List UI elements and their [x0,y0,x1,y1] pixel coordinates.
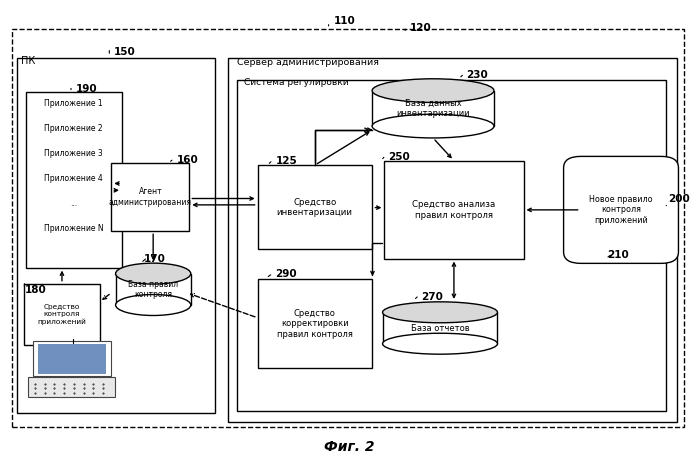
Text: Агент
администрирования: Агент администрирования [109,187,192,207]
Bar [26,93,122,267]
FancyBboxPatch shape [28,377,115,397]
Text: Средство
корректировки
правил контроля: Средство корректировки правил контроля [277,309,352,338]
Text: Новое правило
контроля
приложений: Новое правило контроля приложений [589,195,653,225]
Text: 200: 200 [668,194,689,204]
Bar [237,80,665,411]
Text: ПК: ПК [21,56,35,66]
Text: 210: 210 [607,250,629,260]
Text: ...: ... [70,200,78,208]
FancyBboxPatch shape [382,312,498,344]
Text: 125: 125 [275,156,298,166]
Text: Сервер администрирования: Сервер администрирования [237,59,379,67]
Text: Приложение 3: Приложение 3 [45,149,103,158]
FancyBboxPatch shape [38,344,106,374]
Text: Средство
контроля
приложений: Средство контроля приложений [38,304,87,325]
FancyBboxPatch shape [115,273,191,305]
Text: 180: 180 [24,285,46,295]
Text: Приложение N: Приложение N [44,224,103,234]
Bar [24,284,99,345]
Bar [228,58,677,422]
Text: Средство
инвентаризации: Средство инвентаризации [277,198,353,217]
Text: 270: 270 [421,292,443,302]
Text: 190: 190 [76,84,97,94]
Bar [12,29,684,427]
Text: 250: 250 [388,152,410,162]
Text: Система регулировки: Система регулировки [244,78,348,87]
Bar [17,58,215,414]
Bar [258,165,373,250]
Bar [384,161,524,259]
Text: Средство анализа
правил контроля: Средство анализа правил контроля [412,200,496,219]
Text: База данных
инвентаризации: База данных инвентаризации [396,98,470,118]
Text: Фиг. 2: Фиг. 2 [324,440,375,453]
Text: Приложение 2: Приложение 2 [45,125,103,133]
Ellipse shape [115,294,191,316]
Text: 290: 290 [275,269,296,279]
Text: 110: 110 [334,16,356,27]
Text: Приложение 1: Приложение 1 [45,99,103,108]
Ellipse shape [372,114,494,138]
FancyBboxPatch shape [372,91,494,126]
Text: Приложение 4: Приложение 4 [45,174,103,183]
Text: 120: 120 [410,23,432,33]
Text: 150: 150 [114,47,136,57]
Bar [258,279,373,368]
Text: База отчетов: База отчетов [411,323,469,333]
FancyBboxPatch shape [34,341,111,376]
Ellipse shape [115,263,191,284]
Text: База правил
контроля: База правил контроля [128,280,178,299]
FancyBboxPatch shape [563,156,679,263]
Text: 160: 160 [177,155,199,165]
Ellipse shape [382,333,498,354]
Text: 230: 230 [466,70,487,80]
Ellipse shape [382,302,498,323]
Bar [111,163,189,231]
Ellipse shape [372,79,494,103]
Text: 170: 170 [144,254,166,264]
